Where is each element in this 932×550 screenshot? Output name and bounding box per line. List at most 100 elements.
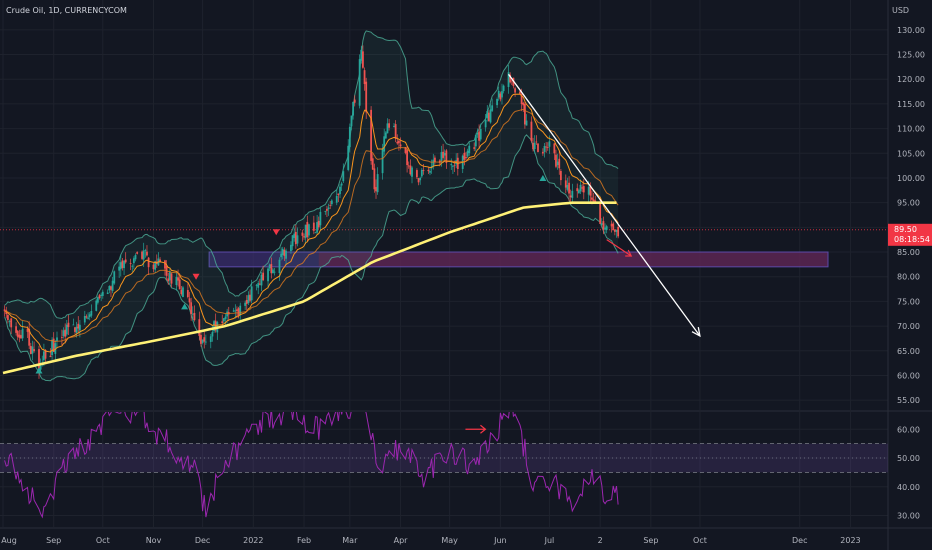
candle [152, 262, 155, 273]
candle [339, 184, 341, 198]
candle [491, 98, 494, 113]
candle [386, 118, 389, 134]
candle-body [324, 211, 327, 212]
candle [427, 166, 430, 174]
candle-body [566, 185, 569, 190]
candle [535, 135, 538, 145]
price-tick-label: 75.00 [897, 297, 920, 306]
candle-body [44, 349, 47, 359]
candle [170, 272, 173, 288]
candle-body [38, 349, 40, 373]
candle [20, 329, 22, 339]
candle-body [602, 221, 605, 230]
candle [576, 183, 579, 198]
candle [478, 124, 480, 149]
candle [340, 181, 343, 192]
candle-body [592, 199, 595, 202]
candle-body [121, 260, 124, 269]
support-zone-overlay [318, 252, 828, 267]
candle-body [352, 101, 355, 116]
candle-body [280, 253, 283, 258]
candle [342, 163, 345, 184]
candle [154, 260, 157, 274]
candle-body [272, 269, 274, 274]
candle-body [209, 336, 212, 342]
chart-title: Crude Oil, 1D, CURRENCYCOM [6, 6, 127, 15]
candle-body [98, 295, 101, 299]
candle [610, 220, 613, 233]
candle [293, 227, 296, 242]
candle [523, 102, 526, 129]
candle [566, 177, 569, 192]
candle-body [18, 334, 21, 338]
candle-body [180, 289, 183, 295]
candle [312, 215, 315, 235]
time-tick-label: 2 [598, 536, 603, 545]
candle-body [221, 321, 224, 323]
bollinger-upper [4, 30, 619, 320]
candle [497, 86, 500, 101]
candle-body [530, 121, 533, 142]
candle [419, 176, 422, 185]
candle [330, 199, 333, 207]
candle-body [335, 195, 338, 203]
candle [198, 311, 201, 341]
candle-body [479, 128, 482, 140]
candle [250, 279, 253, 304]
candle-body [8, 321, 11, 322]
candle-body [496, 98, 498, 106]
candle-body [581, 187, 584, 189]
time-tick-label: Oct [693, 536, 707, 545]
candle [56, 331, 58, 349]
candle-body [21, 328, 24, 339]
candle [113, 270, 116, 285]
candle [384, 130, 387, 139]
candle [326, 205, 328, 218]
candle-body [484, 119, 487, 128]
candle-body [373, 168, 376, 190]
candle [417, 177, 420, 186]
candle-body [236, 309, 238, 312]
candle [136, 251, 139, 255]
candle [489, 103, 492, 124]
time-tick-label: Aug [1, 536, 17, 545]
candle-body [453, 165, 456, 167]
candle-body [427, 169, 430, 172]
candle-body [383, 136, 386, 152]
candle [353, 95, 356, 107]
candle [180, 285, 183, 296]
last-price-label: 89.50 [894, 225, 917, 234]
candle-body [257, 283, 260, 288]
candle [262, 265, 265, 282]
candle [514, 86, 516, 97]
candle-body [558, 158, 561, 169]
candle-body [409, 165, 412, 175]
trendline-arrowhead [691, 326, 701, 338]
price-axis[interactable]: 55.0060.0065.0070.0075.0080.0085.0090.00… [897, 26, 925, 521]
candle [316, 214, 319, 235]
candle [360, 45, 363, 64]
candle-body [537, 143, 539, 152]
price-tick-label: 120.00 [897, 75, 925, 84]
candle [291, 235, 294, 251]
time-axis[interactable]: Aug Sep Oct Nov Dec 2022 Feb Mar Apr May Jun Jul 2 Se… [1, 536, 860, 545]
candle-body [49, 355, 52, 358]
candle [533, 135, 536, 154]
candle [7, 311, 9, 324]
candle-body [7, 315, 9, 320]
candle [568, 176, 570, 202]
rsi-tick-label: 40.00 [897, 483, 920, 492]
candle [108, 285, 111, 294]
time-tick-label: Nov [146, 536, 162, 545]
trendline[interactable] [508, 73, 701, 338]
candle-body [419, 177, 422, 181]
buy-signal-marker [539, 174, 547, 181]
candle-body [232, 310, 235, 312]
candle [190, 297, 193, 321]
candle [72, 318, 75, 326]
candle-body [466, 150, 469, 157]
sell-signal-marker [192, 273, 200, 280]
bollinger-fill [4, 30, 619, 381]
candle-body [381, 149, 384, 174]
